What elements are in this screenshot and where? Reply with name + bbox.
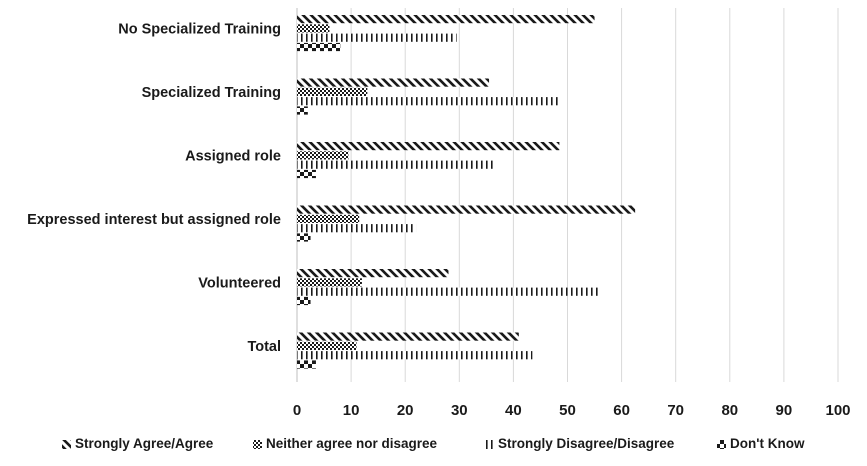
bar-assigned-role-don-t-know bbox=[297, 169, 316, 179]
x-tick-label-40: 40 bbox=[505, 402, 522, 419]
legend-label-neither-agree-nor-disagree: Neither agree nor disagree bbox=[266, 436, 438, 451]
category-label-volunteered: Volunteered bbox=[198, 275, 281, 291]
bar-volunteered-don-t-know bbox=[297, 296, 311, 306]
category-label-no-specialized-training: No Specialized Training bbox=[118, 21, 281, 37]
bar-assigned-role-strongly-disagree-disagree bbox=[297, 160, 495, 169]
bar-expressed-interest-but-assigned-role-don-t-know bbox=[297, 233, 311, 242]
bar-total-neither-agree-nor-disagree bbox=[297, 341, 357, 350]
bar-total-strongly-agree-agree bbox=[297, 332, 519, 341]
bar-volunteered-strongly-disagree-disagree bbox=[297, 287, 600, 296]
bar-assigned-role-neither-agree-nor-disagree bbox=[297, 151, 349, 160]
category-label-expressed-interest-but-assigned-role: Expressed interest but assigned role bbox=[27, 212, 281, 228]
legend-swatch-neither-agree-nor-disagree bbox=[253, 440, 262, 449]
x-tick-label-100: 100 bbox=[825, 402, 850, 419]
bar-specialized-training-don-t-know bbox=[297, 106, 308, 115]
legend: Strongly Agree/Agree Neither agree nor di… bbox=[62, 436, 805, 451]
x-tick-label-90: 90 bbox=[776, 402, 793, 419]
bar-no-specialized-training-strongly-agree-agree bbox=[297, 15, 595, 24]
x-axis-ticks: 0 10 20 30 40 50 60 70 80 90 100 bbox=[293, 402, 851, 419]
legend-swatch-strongly-disagree-disagree bbox=[485, 440, 494, 449]
bar-specialized-training-neither-agree-nor-disagree bbox=[297, 87, 368, 96]
legend-swatch-don-t-know bbox=[717, 440, 726, 449]
bar-assigned-role-strongly-agree-agree bbox=[297, 142, 560, 151]
bar-expressed-interest-but-assigned-role-neither-agree-nor-disagree bbox=[297, 214, 360, 223]
legend-label-don-t-know: Don't Know bbox=[730, 436, 805, 451]
bar-expressed-interest-but-assigned-role-strongly-disagree-disagree bbox=[297, 224, 417, 233]
bar-total-don-t-know bbox=[297, 360, 316, 369]
x-tick-label-70: 70 bbox=[667, 402, 684, 419]
bar-no-specialized-training-don-t-know bbox=[297, 42, 341, 52]
category-label-total: Total bbox=[247, 339, 281, 355]
bar-specialized-training-strongly-disagree-disagree bbox=[297, 97, 560, 106]
category-label-assigned-role: Assigned role bbox=[185, 148, 281, 164]
x-tick-label-50: 50 bbox=[559, 402, 576, 419]
category-label-specialized-training: Specialized Training bbox=[142, 85, 281, 101]
legend-label-strongly-disagree-disagree: Strongly Disagree/Disagree bbox=[498, 436, 675, 451]
x-tick-label-80: 80 bbox=[721, 402, 738, 419]
bar-expressed-interest-but-assigned-role-strongly-agree-agree bbox=[297, 205, 636, 214]
bar-no-specialized-training-strongly-disagree-disagree bbox=[297, 33, 457, 42]
legend-label-strongly-agree-agree: Strongly Agree/Agree bbox=[75, 436, 214, 451]
bar-volunteered-neither-agree-nor-disagree bbox=[297, 278, 362, 287]
x-tick-label-20: 20 bbox=[397, 402, 414, 419]
bar-no-specialized-training-neither-agree-nor-disagree bbox=[297, 24, 330, 33]
bar-volunteered-strongly-agree-agree bbox=[297, 269, 449, 278]
bars-layer bbox=[297, 15, 636, 369]
bar-total-strongly-disagree-disagree bbox=[297, 351, 533, 360]
x-tick-label-0: 0 bbox=[293, 402, 301, 419]
grid-layer bbox=[296, 8, 839, 382]
x-tick-label-60: 60 bbox=[613, 402, 630, 419]
x-tick-label-30: 30 bbox=[451, 402, 468, 419]
bar-specialized-training-strongly-agree-agree bbox=[297, 78, 490, 87]
category-labels: No Specialized Training Specialized Train… bbox=[27, 21, 281, 355]
x-tick-label-10: 10 bbox=[343, 402, 360, 419]
legend-swatch-strongly-agree-agree bbox=[62, 440, 71, 449]
